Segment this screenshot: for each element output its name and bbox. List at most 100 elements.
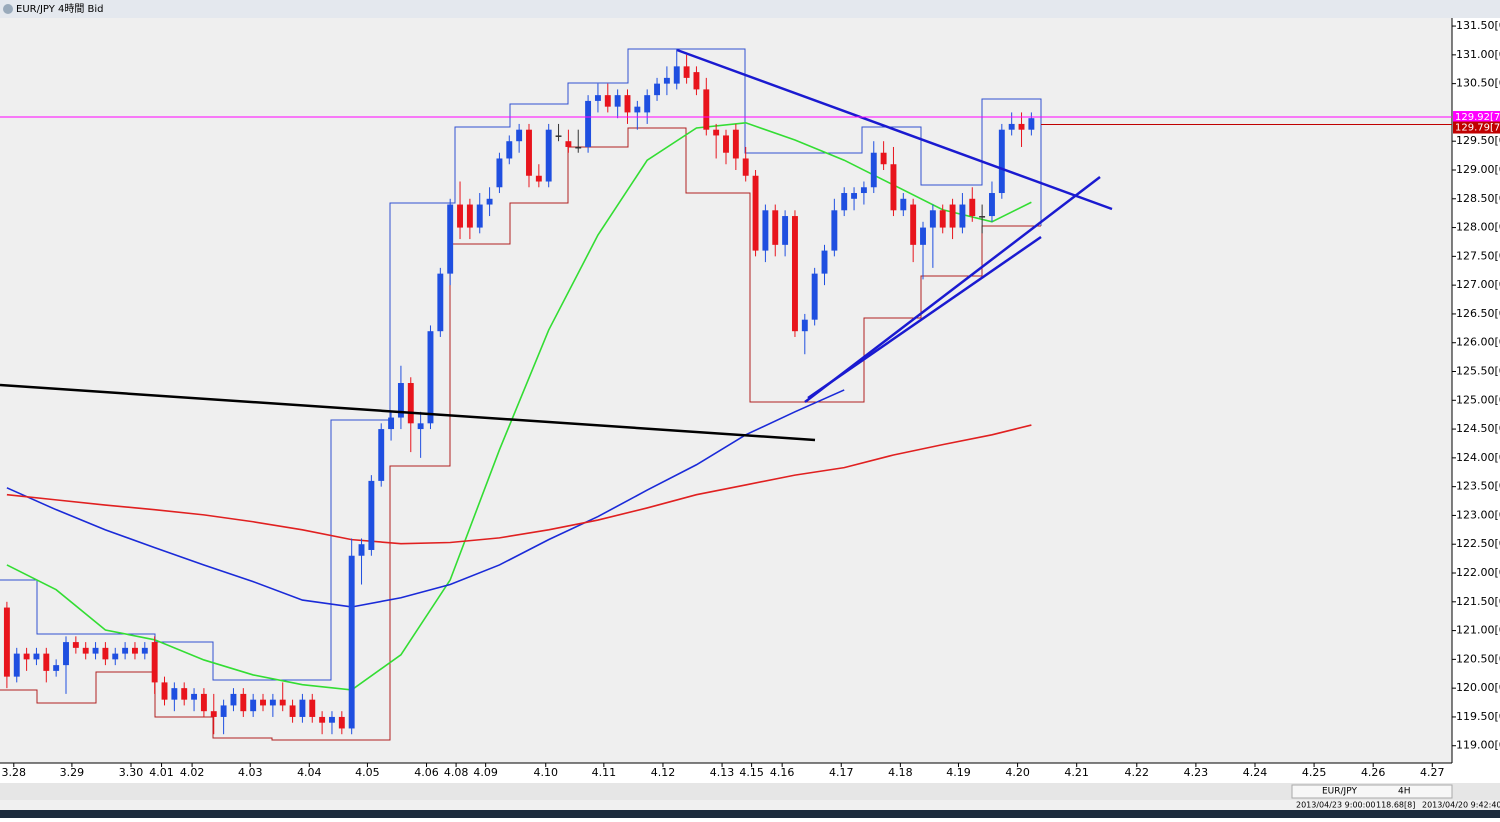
candle-body (742, 158, 749, 176)
candle-body (33, 653, 40, 660)
candle-body (260, 699, 266, 706)
price-label-box (1453, 121, 1500, 134)
x-tick-label: 4.04 (297, 766, 322, 779)
x-tick-label: 4.02 (180, 766, 205, 779)
candle-body (772, 210, 779, 245)
x-tick-label: 3.29 (60, 766, 85, 779)
candle-body (683, 66, 690, 78)
trend-line (676, 48, 1113, 211)
candle-body (535, 175, 542, 182)
candle-body (890, 164, 897, 211)
candle-body (1028, 118, 1035, 130)
cursor-time: 2013/04/23 9:00:00 (1296, 801, 1376, 810)
y-tick-label: 126.00[0 (1456, 336, 1500, 349)
candle-body (604, 95, 611, 107)
y-tick-label: 129.50[0 (1456, 134, 1500, 147)
price-axis (1452, 18, 1500, 763)
candle-body (949, 204, 956, 228)
y-tick-label: 126.50[0 (1456, 307, 1500, 320)
candle-body (220, 705, 227, 717)
trend-line (807, 235, 1042, 400)
candle-body (230, 693, 237, 706)
candle-body (594, 95, 601, 101)
y-tick-label: 127.50[0 (1456, 249, 1500, 262)
candle-body (939, 210, 946, 228)
candle-body (663, 77, 670, 84)
candle-body (63, 642, 69, 666)
y-tick-label: 122.00[0 (1456, 566, 1500, 579)
candle-body (979, 216, 986, 218)
candle-body (397, 383, 404, 418)
candle-body (92, 647, 99, 654)
y-tick-label: 124.00[0 (1456, 451, 1500, 464)
candle-body (13, 653, 20, 677)
candle-body (210, 711, 217, 717)
y-tick-label: 121.00[0 (1456, 624, 1500, 637)
y-tick-label: 120.50[0 (1456, 652, 1500, 665)
time-axis (0, 763, 1500, 783)
symbol-select[interactable]: EUR/JPY (1322, 787, 1357, 797)
x-tick-label: 4.27 (1420, 766, 1445, 779)
candle-body (673, 66, 680, 84)
title-bar (0, 0, 1500, 18)
candle-body (181, 688, 188, 700)
x-tick-label: 4.20 (1005, 766, 1030, 779)
candle-body (338, 716, 345, 729)
price-label-box (1453, 111, 1500, 124)
candle-body (713, 129, 720, 136)
candle-body (447, 204, 454, 274)
candle-body (910, 204, 917, 245)
candle-body (929, 210, 936, 228)
candle-body (811, 273, 818, 320)
candle-body (693, 72, 700, 90)
candle-body (526, 129, 532, 176)
candle-body (703, 89, 710, 130)
candle-body (102, 647, 109, 660)
price-label: 129.92[7 (1455, 112, 1500, 123)
candle-body (870, 152, 877, 188)
x-tick-label: 4.16 (770, 766, 795, 779)
y-tick-label: 129.00[0 (1456, 163, 1500, 176)
candle-body (348, 555, 355, 729)
candle-body (841, 193, 848, 211)
candle-body (200, 693, 207, 712)
candle-body (368, 480, 375, 550)
period-select[interactable]: 4H (1398, 787, 1411, 797)
candle-body (654, 83, 660, 96)
candle-body (860, 187, 867, 194)
y-tick-label: 131.50[0 (1456, 19, 1500, 32)
y-tick-label: 120.00[0 (1456, 681, 1500, 694)
candle-body (319, 716, 326, 723)
candle-body (585, 100, 592, 147)
candle-body (752, 175, 759, 251)
candle-body (496, 158, 503, 188)
candle-body (555, 135, 562, 137)
candle-body (43, 653, 50, 671)
y-tick-label: 125.00[0 (1456, 393, 1500, 406)
x-tick-label: 4.10 (533, 766, 558, 779)
x-tick-label: 4.01 (149, 766, 174, 779)
plot-layer (0, 48, 1452, 741)
candle-body (644, 95, 651, 113)
candle-body (457, 204, 463, 228)
candle-body (486, 198, 493, 205)
candle-body (723, 135, 729, 153)
x-tick-label: 4.25 (1302, 766, 1327, 779)
candle-body (378, 429, 385, 481)
candle-body (900, 198, 907, 211)
candle-body (624, 95, 631, 113)
candle-body (112, 653, 119, 660)
app-icon (3, 4, 13, 14)
x-tick-label: 4.12 (651, 766, 676, 779)
taskbar (0, 810, 1500, 818)
y-tick-label: 131.00[0 (1456, 48, 1500, 61)
candle-body (634, 106, 641, 113)
candle-body (437, 273, 444, 332)
y-tick-label: 122.50[0 (1456, 537, 1500, 550)
scrollbar[interactable] (0, 783, 1500, 800)
x-tick-label: 4.06 (414, 766, 439, 779)
y-tick-label: 119.50[0 (1456, 710, 1500, 723)
status-bar (0, 800, 1500, 810)
candle-body (959, 204, 966, 228)
